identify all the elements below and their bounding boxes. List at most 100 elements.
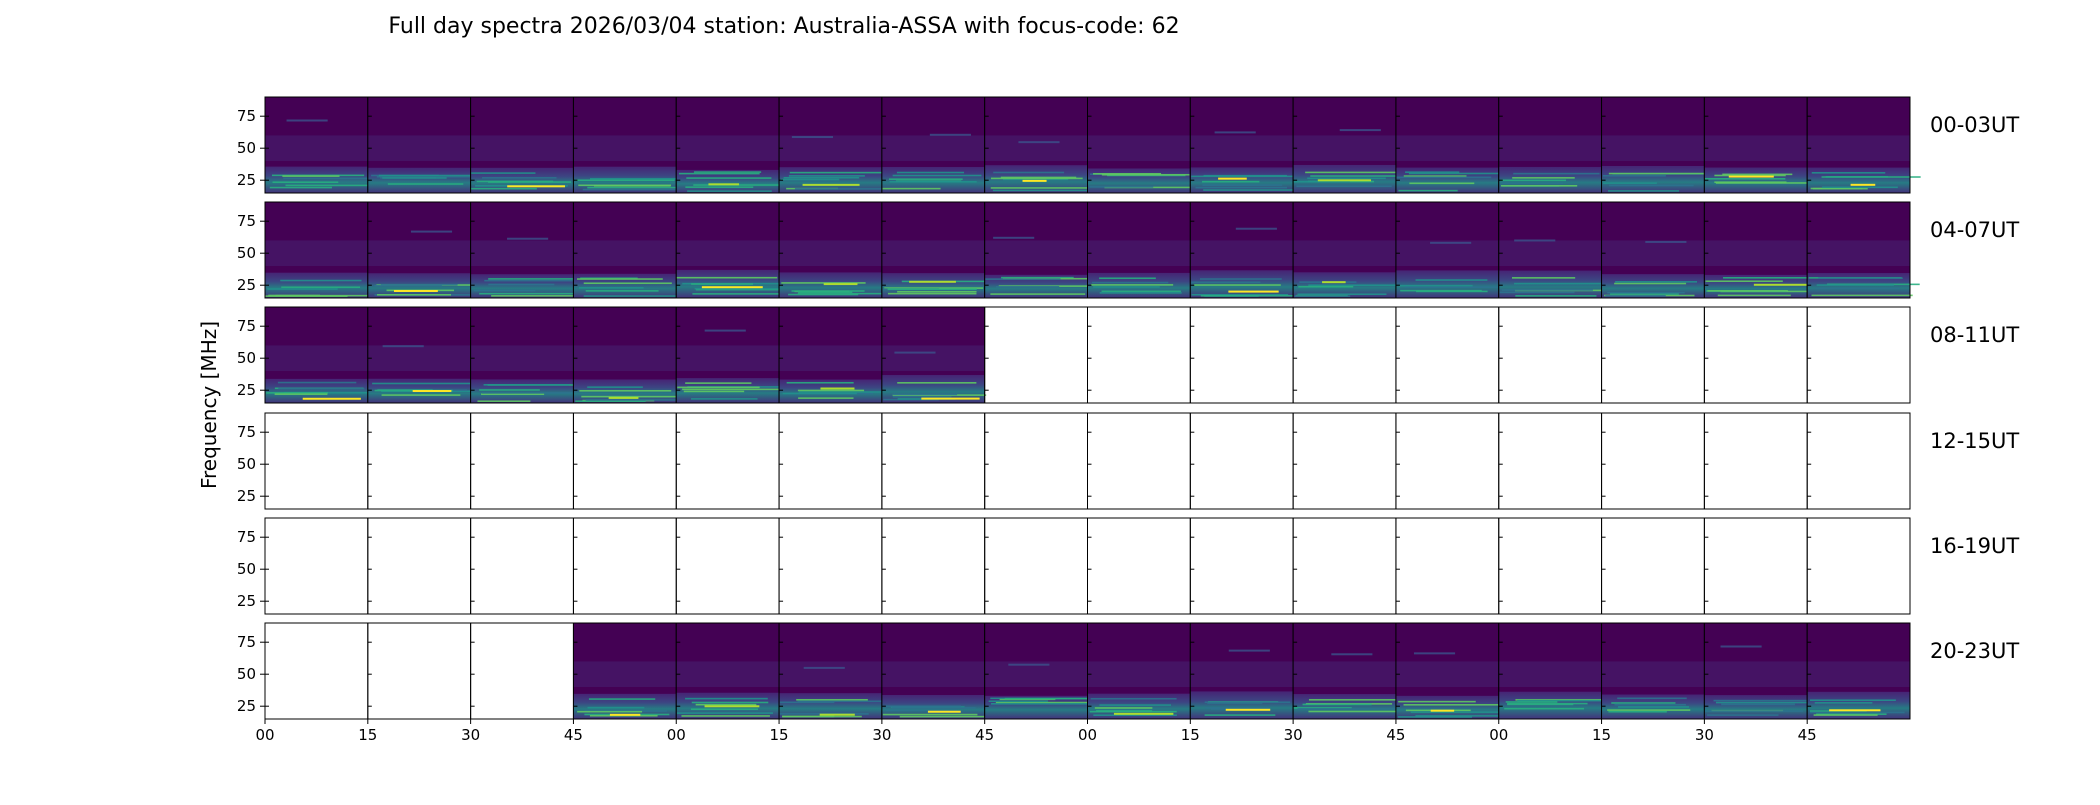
bright-emission-line (302, 397, 361, 400)
rfi-streak (899, 715, 986, 718)
panel-mid-band (676, 345, 780, 371)
rfi-streak (897, 382, 977, 384)
panel-mid-band (367, 135, 471, 161)
drift-trace (993, 236, 1035, 239)
rfi-streak (1092, 281, 1169, 284)
spectrum-panel (675, 622, 780, 720)
rfi-streak (1409, 286, 1508, 289)
spectrum-panel (675, 517, 780, 615)
panel-mid-band (1293, 135, 1396, 161)
rfi-streak (1717, 294, 1791, 297)
panel-frame (1498, 306, 1603, 404)
rfi-streak (695, 703, 757, 706)
spectrum-panel (1703, 306, 1808, 404)
rfi-streak (1514, 282, 1601, 285)
rfi-streak (1707, 290, 1788, 292)
y-tick-label: 75 (237, 633, 256, 651)
drift-trace (1235, 227, 1277, 230)
panel-mid-band (1601, 135, 1705, 161)
bright-emission-line (393, 289, 438, 292)
rfi-streak (1811, 294, 1913, 297)
rfi-streak (265, 295, 348, 297)
rfi-streak (1093, 286, 1160, 288)
rfi-streak (377, 294, 452, 296)
panel-mid-band (573, 345, 677, 371)
rfi-streak (1821, 186, 1898, 189)
panel-frame (1806, 306, 1911, 404)
rfi-streak (581, 395, 678, 398)
spectrum-panel (1601, 622, 1705, 720)
rfi-streak (677, 386, 760, 389)
rfi-streak (381, 394, 461, 396)
x-tick-label: 30 (1695, 726, 1714, 744)
x-tick-label: 00 (255, 726, 274, 744)
rfi-band (1293, 694, 1396, 719)
rfi-streak (1203, 189, 1302, 191)
spectrum-panel (470, 201, 582, 299)
rfi-streak (488, 283, 555, 286)
rfi-streak (1297, 708, 1396, 710)
bright-emission-line (1317, 179, 1372, 182)
panel-mid-band (1190, 240, 1294, 266)
rfi-streak (1000, 176, 1077, 179)
rfi-streak (1094, 707, 1153, 709)
rfi-streak (1415, 279, 1488, 281)
rfi-streak (798, 291, 853, 294)
panel-frame (1601, 517, 1705, 615)
rfi-band (1190, 167, 1294, 193)
rfi-streak (1615, 281, 1698, 283)
panel-frame (1806, 517, 1911, 615)
rfi-streak (882, 713, 978, 716)
bright-emission-line (1228, 290, 1279, 293)
rfi-streak (1202, 180, 1260, 183)
panel-frame (367, 412, 472, 510)
rfi-streak (1813, 714, 1878, 716)
rfi-streak (281, 286, 361, 289)
rfi-streak (1293, 707, 1352, 709)
panel-mid-band (1807, 661, 1910, 687)
rfi-streak (1500, 179, 1567, 182)
rfi-streak (1614, 703, 1686, 706)
rfi-streak (479, 292, 577, 295)
drift-trace (410, 230, 453, 233)
spectrum-panel (984, 96, 1093, 194)
axes-layer: 75 50 25 00-03UT 75 50 25 04-07UT 75 50 25 08-11UT 7… (237, 107, 2019, 744)
spectrum-panel (264, 517, 369, 615)
rfi-streak (1202, 184, 1283, 186)
row-time-label: 12-15UT (1930, 429, 2019, 453)
panel-frame (1498, 412, 1603, 510)
spectrum-panel (1498, 412, 1603, 510)
rfi-band (573, 273, 677, 298)
panel-mid-band (1087, 135, 1191, 161)
rfi-streak (781, 282, 866, 284)
panel-mid-band (1498, 661, 1602, 687)
rfi-streak (1408, 172, 1511, 175)
rfi-band (470, 379, 574, 403)
rfi-streak (575, 179, 675, 182)
drift-trace (1339, 129, 1381, 132)
bright-emission-line (1850, 183, 1876, 186)
panel-frame (675, 517, 780, 615)
spectrum-panel (881, 412, 986, 510)
rfi-streak (1603, 182, 1657, 184)
rfi-streak (885, 705, 961, 708)
rfi-streak (1204, 714, 1276, 716)
rfi-streak (1307, 177, 1386, 180)
spectrum-panel (1498, 622, 1610, 720)
panel-mid-band (1087, 240, 1191, 266)
rfi-streak (887, 288, 977, 290)
rfi-streak (1722, 173, 1793, 176)
drift-trace (704, 329, 746, 332)
rfi-streak (783, 176, 860, 179)
x-tick-label: 00 (667, 726, 686, 744)
rfi-streak (1204, 701, 1291, 704)
rfi-streak (1607, 190, 1680, 192)
spectrum-panel (881, 201, 999, 299)
spectrum-panel (1395, 622, 1505, 720)
panel-mid-band (367, 240, 471, 266)
spectrum-panel (367, 201, 477, 299)
panel-frame (1806, 201, 1911, 299)
rfi-streak (681, 715, 770, 717)
rfi-streak (789, 171, 884, 174)
rfi-streak (685, 382, 752, 384)
